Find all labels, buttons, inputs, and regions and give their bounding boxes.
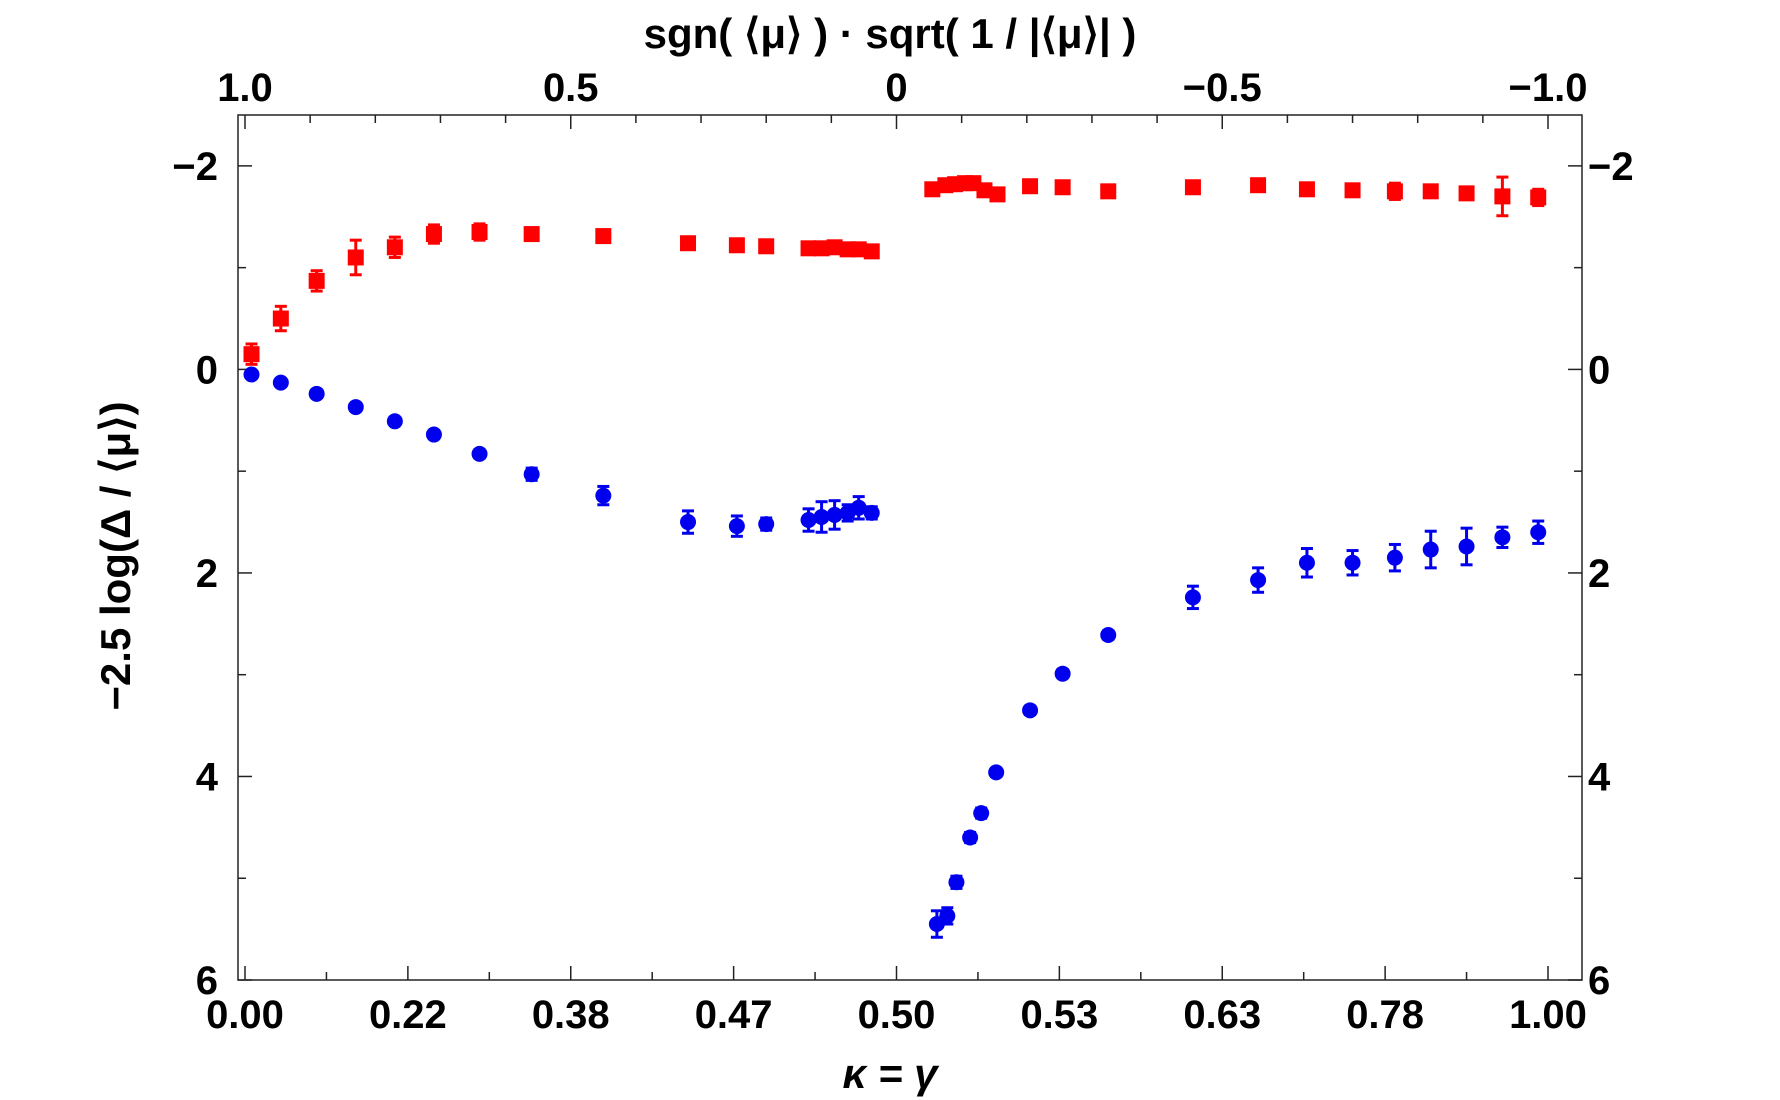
- blue-circle-point: [948, 874, 965, 891]
- plot-frame: [237, 114, 1583, 981]
- top-axis-title: sgn( ⟨μ⟩ ) · sqrt( 1 / |⟨μ⟩| ): [644, 10, 1137, 58]
- red-square-point: [989, 186, 1006, 203]
- blue-circle-point: [1100, 627, 1117, 644]
- blue-circle-point: [680, 514, 697, 531]
- right-tick-label: 0: [1588, 348, 1610, 392]
- top-tick-label: −0.5: [1183, 66, 1262, 110]
- red-square-point: [595, 228, 612, 245]
- plot-frame-rect: [237, 114, 1583, 981]
- blue-circle-point: [728, 518, 745, 535]
- red-square-point: [850, 241, 867, 258]
- red-square-point: [924, 181, 941, 198]
- red-square-point: [272, 310, 289, 327]
- blue-circle-point: [1386, 549, 1403, 566]
- blue-circle-point: [1022, 702, 1039, 719]
- blue-circle-point: [1298, 554, 1315, 571]
- red-square-point: [1494, 188, 1511, 205]
- y-axis-title: −2.5 log(Δ / ⟨μ⟩): [92, 401, 139, 710]
- red-square-point: [728, 237, 745, 254]
- red-square-point: [308, 272, 325, 289]
- blue-circle-point: [1530, 524, 1547, 541]
- red-square-point: [347, 249, 364, 266]
- bottom-tick-label: 0.78: [1346, 993, 1424, 1037]
- left-tick-label: 0: [196, 348, 218, 392]
- top-tick-label: −1.0: [1509, 66, 1588, 110]
- right-tick-label: 2: [1588, 552, 1610, 596]
- red-square-point: [1250, 177, 1267, 194]
- bottom-tick-label: 1.00: [1509, 993, 1587, 1037]
- left-tick-label: −2: [172, 145, 218, 189]
- bottom-tick-label: 0.00: [206, 993, 284, 1037]
- blue-circle-point: [1344, 554, 1361, 571]
- top-tick-label: 1.0: [217, 66, 273, 110]
- bottom-tick-label: 0.38: [532, 993, 610, 1037]
- red-square-point: [1184, 179, 1201, 196]
- red-square-point: [471, 224, 488, 241]
- blue-circle-point: [1422, 541, 1439, 558]
- red-square-point: [1344, 182, 1361, 199]
- top-tick-label: 0.5: [543, 66, 599, 110]
- red-square-point: [425, 226, 442, 243]
- red-square-point: [813, 240, 830, 257]
- data-points: [243, 175, 1547, 933]
- bottom-tick-label: 0.22: [369, 993, 447, 1037]
- bottom-tick-label: 0.47: [695, 993, 773, 1037]
- blue-circle-point: [1184, 589, 1201, 606]
- blue-circle-point: [243, 366, 260, 383]
- blue-circle-point: [347, 399, 364, 416]
- blue-circle-point: [850, 499, 867, 516]
- blue-circle-point: [595, 487, 612, 504]
- red-square-point: [863, 243, 880, 260]
- red-square-point: [826, 239, 843, 256]
- red-square-point: [1100, 183, 1117, 200]
- blue-circle-point: [988, 764, 1005, 781]
- left-tick-label: 2: [196, 552, 218, 596]
- red-square-point: [758, 238, 775, 255]
- red-square-point: [680, 235, 697, 252]
- x-axis-title: κ = γ: [843, 1050, 941, 1097]
- blue-circle-point: [1494, 529, 1511, 546]
- blue-circle-point: [308, 385, 325, 402]
- red-square-point: [243, 346, 260, 363]
- blue-circle-point: [1458, 538, 1475, 555]
- blue-circle-point: [1054, 665, 1071, 682]
- tick-labels: 0.00 0.22 0.38 0.47 0.50 0.53 0.63 0.78 1.001.0 0…: [172, 66, 1633, 1037]
- bottom-tick-label: 0.50: [858, 993, 936, 1037]
- blue-circle-point: [813, 508, 830, 525]
- blue-circle-point: [272, 374, 289, 391]
- left-tick-label: 4: [196, 755, 219, 799]
- top-tick-label: 0: [885, 66, 907, 110]
- red-square-point: [800, 240, 817, 257]
- blue-circle-point: [471, 445, 488, 462]
- blue-circle-point: [800, 512, 817, 529]
- blue-circle-point: [386, 413, 403, 430]
- right-tick-label: −2: [1588, 145, 1634, 189]
- red-square-point: [1530, 189, 1547, 206]
- right-tick-label: 6: [1588, 959, 1610, 1003]
- blue-circle-point: [758, 516, 775, 533]
- bottom-tick-label: 0.53: [1020, 993, 1098, 1037]
- right-tick-label: 4: [1588, 755, 1611, 799]
- blue-circle-point: [1250, 572, 1267, 589]
- left-tick-label: 6: [196, 959, 218, 1003]
- blue-circle-point: [863, 504, 880, 521]
- red-square-point: [1422, 183, 1439, 200]
- blue-circle-point: [523, 466, 540, 483]
- red-square-point: [1298, 181, 1315, 198]
- red-square-point: [1386, 183, 1403, 200]
- red-square-point: [1054, 179, 1071, 196]
- axis-ticks: [238, 115, 1582, 981]
- blue-circle-point: [939, 907, 956, 924]
- blue-circle-point: [425, 426, 442, 443]
- blue-circle-point: [962, 829, 979, 846]
- red-square-point: [386, 239, 403, 256]
- blue-circle-point: [973, 805, 990, 822]
- bottom-tick-label: 0.63: [1183, 993, 1261, 1037]
- red-square-point: [523, 226, 540, 243]
- red-square-point: [1022, 178, 1039, 195]
- red-square-point: [976, 182, 993, 199]
- blue-circle-point: [826, 506, 843, 523]
- red-square-point: [1458, 185, 1475, 202]
